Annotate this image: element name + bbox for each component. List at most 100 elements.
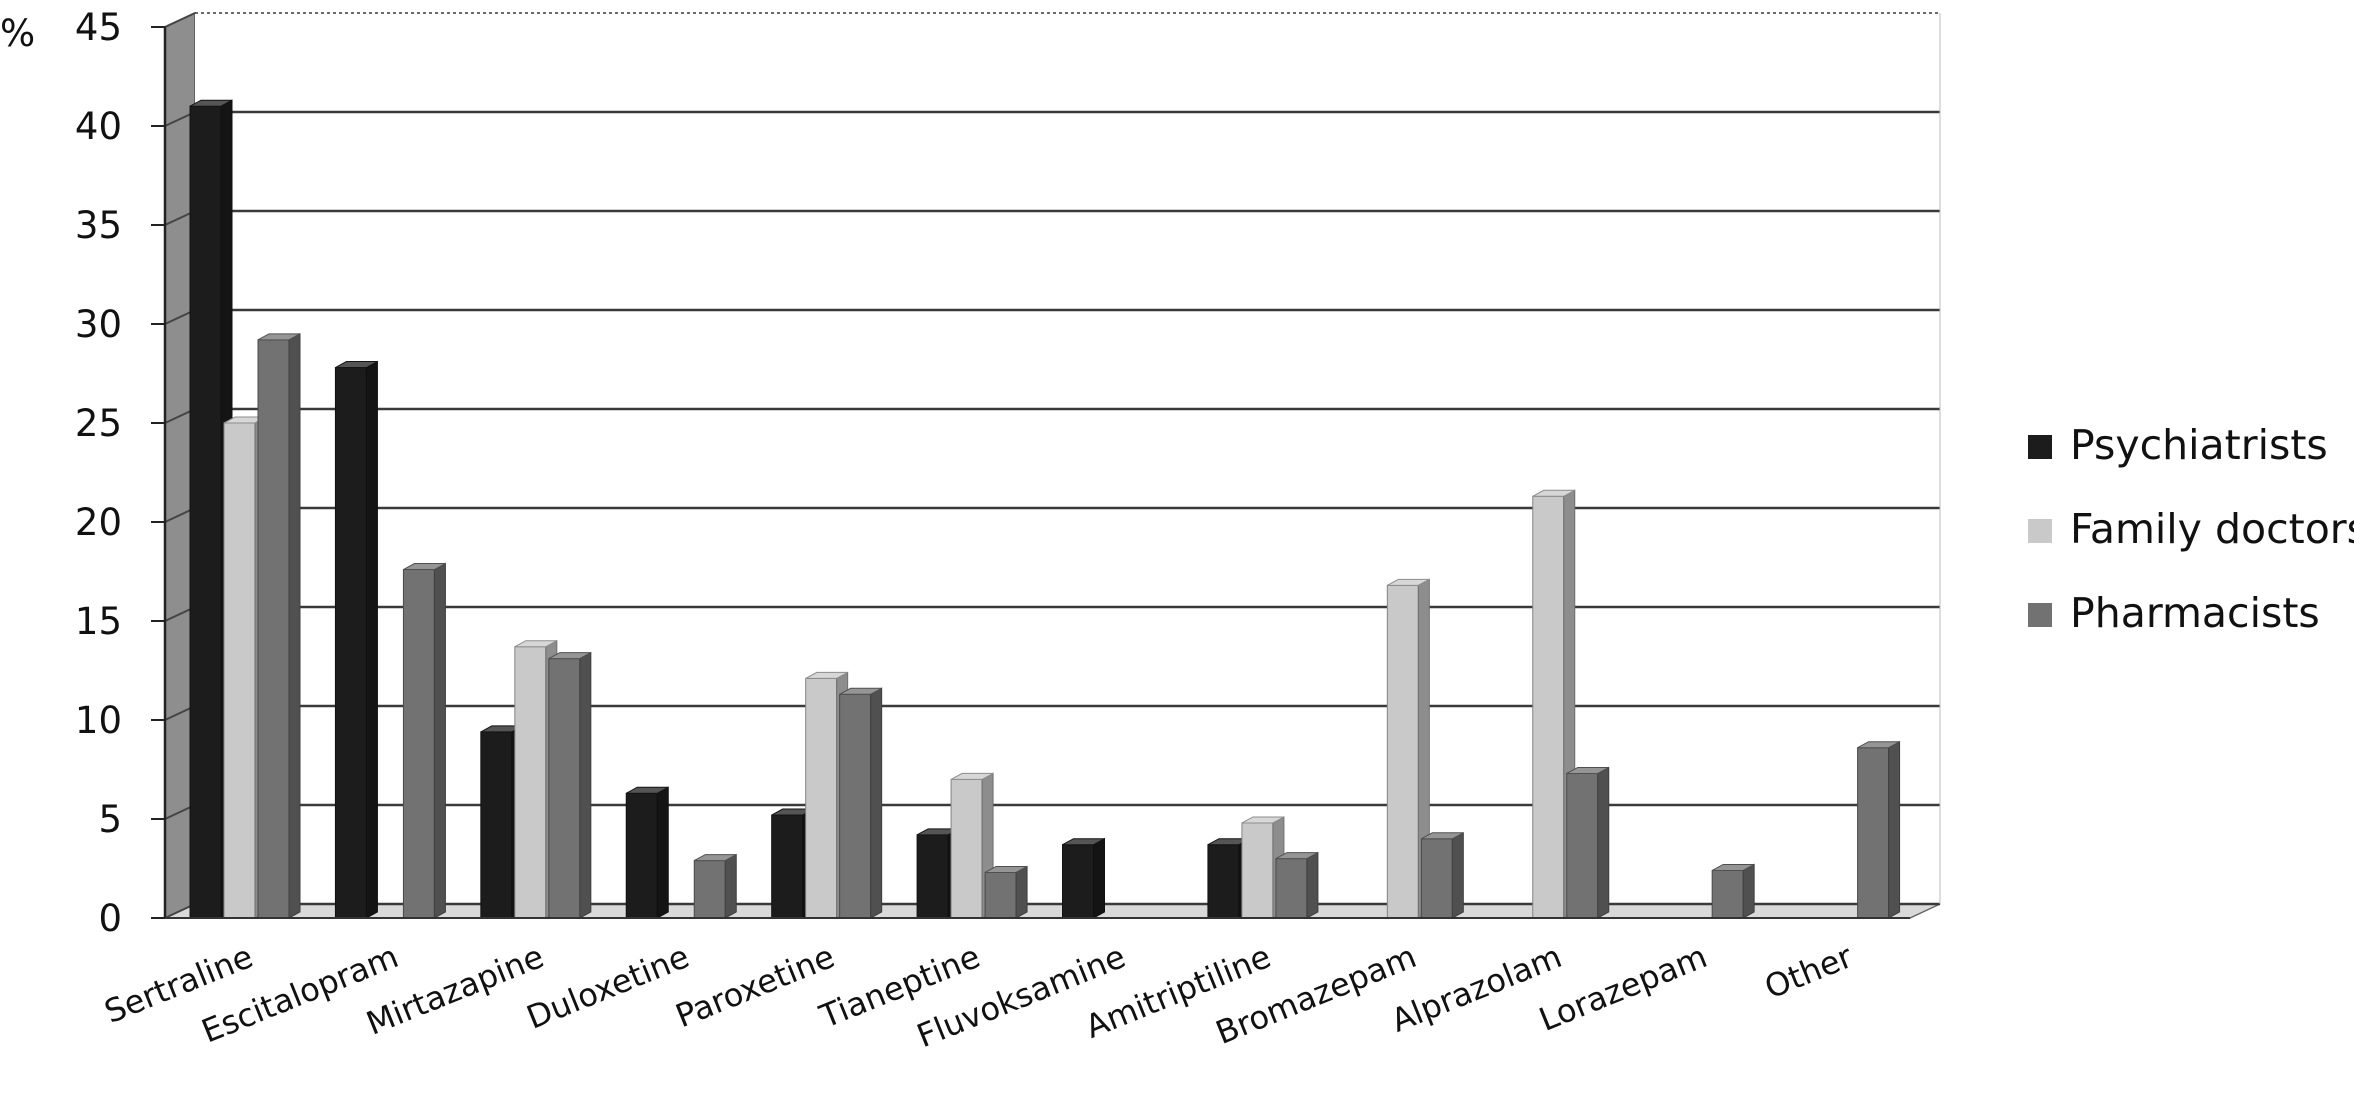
bar-side [365, 360, 378, 919]
bar-front [1241, 822, 1274, 919]
bar [334, 360, 378, 919]
legend-label: Pharmacists [2070, 589, 2320, 637]
back-wall [195, 13, 1940, 904]
bar-front [1566, 772, 1599, 919]
bar-top [1062, 838, 1105, 846]
legend-item: Psychiatrists [2028, 421, 2328, 469]
bar [548, 651, 592, 919]
y-tick-label: 10 [75, 699, 122, 742]
bar-front [1420, 838, 1453, 919]
x-tick-label: Paroxetine [670, 937, 840, 1035]
bar-top [984, 865, 1028, 873]
y-tick-label: 40 [75, 105, 122, 148]
bar-top [1711, 863, 1755, 871]
y-tick-label: 0 [98, 897, 122, 940]
bar-top [626, 786, 669, 794]
bar-side [1093, 837, 1105, 919]
legend-label: Family doctors [2070, 505, 2354, 553]
y-tick-label: 25 [75, 402, 122, 445]
bar [1386, 578, 1430, 919]
bar-side [656, 786, 669, 919]
legend-swatch [2028, 435, 2052, 459]
bar-top [1275, 852, 1319, 860]
bar [1420, 831, 1464, 919]
legend-label: Psychiatrists [2070, 421, 2328, 469]
chart-wall [164, 11, 1941, 920]
bar-side [1015, 865, 1028, 919]
bar-side [724, 853, 737, 919]
bar-side [433, 562, 446, 919]
bar [1711, 863, 1755, 919]
bar-top [1421, 832, 1464, 840]
bar-top [403, 563, 446, 571]
x-tick-label: Duloxetine [521, 937, 694, 1036]
bars [189, 99, 1901, 919]
y-tick-label: 30 [75, 303, 122, 346]
bar-front [839, 693, 872, 919]
bar-front [334, 367, 367, 919]
bar [402, 562, 446, 919]
bar [839, 687, 883, 919]
legend-item: Pharmacists [2028, 589, 2320, 637]
legend-item: Family doctors [2028, 505, 2354, 553]
bar-front [771, 814, 804, 919]
bar [1275, 851, 1319, 919]
bar-side [1888, 740, 1901, 919]
bar-top [1857, 741, 1900, 749]
y-tick-label: 5 [98, 798, 122, 841]
bar-side [1742, 863, 1755, 919]
x-tick-label: Lorazepam [1534, 937, 1713, 1039]
bar-side [1451, 831, 1464, 919]
legend-swatch [2028, 519, 2052, 543]
bar-top [950, 772, 994, 780]
bar-front [257, 339, 290, 919]
bar-side [288, 332, 301, 919]
bar-front [916, 834, 949, 919]
bar-top [805, 671, 848, 679]
bar-side [579, 651, 592, 919]
y-unit-label: % [0, 12, 35, 55]
bar-top [548, 652, 592, 660]
bar-front [1386, 584, 1419, 919]
bar-front [805, 677, 838, 919]
bar [1857, 740, 1901, 919]
bar-front [950, 778, 983, 919]
legend-swatch [2028, 603, 2052, 627]
bar-front [514, 646, 547, 919]
bar-front [548, 658, 581, 919]
bar-top [1532, 489, 1575, 497]
bar-top [1566, 766, 1609, 774]
x-tick-label: Other [1759, 937, 1858, 1007]
bar [1566, 766, 1610, 919]
bar-front [1207, 844, 1240, 919]
legend: Psychiatrists Family doctors Pharmacists [2028, 421, 2354, 637]
bar [693, 853, 737, 919]
bar [1062, 837, 1105, 919]
bar-top [514, 640, 558, 648]
bar-top [694, 854, 737, 862]
bar [257, 332, 301, 919]
y-tick-label: 45 [75, 6, 122, 49]
bar-front [1275, 858, 1308, 919]
bar-top [1241, 816, 1285, 824]
bar [984, 865, 1028, 919]
bar-top [189, 99, 233, 107]
y-tick-label: 15 [75, 600, 122, 643]
bar [625, 786, 669, 919]
bar-front [480, 731, 513, 919]
bar-front [1857, 747, 1890, 919]
bar-front [402, 569, 435, 919]
bar-side [870, 687, 883, 919]
bar-front [1062, 844, 1094, 919]
bar-top [839, 687, 882, 695]
bar-front [1711, 869, 1744, 919]
bar-front [189, 105, 222, 919]
bar-front [223, 422, 256, 919]
y-tick-label: 35 [75, 204, 122, 247]
bar-front [1532, 495, 1565, 919]
bar-front [625, 792, 658, 919]
bar-side [1597, 766, 1610, 919]
y-tick-label: 20 [75, 501, 122, 544]
